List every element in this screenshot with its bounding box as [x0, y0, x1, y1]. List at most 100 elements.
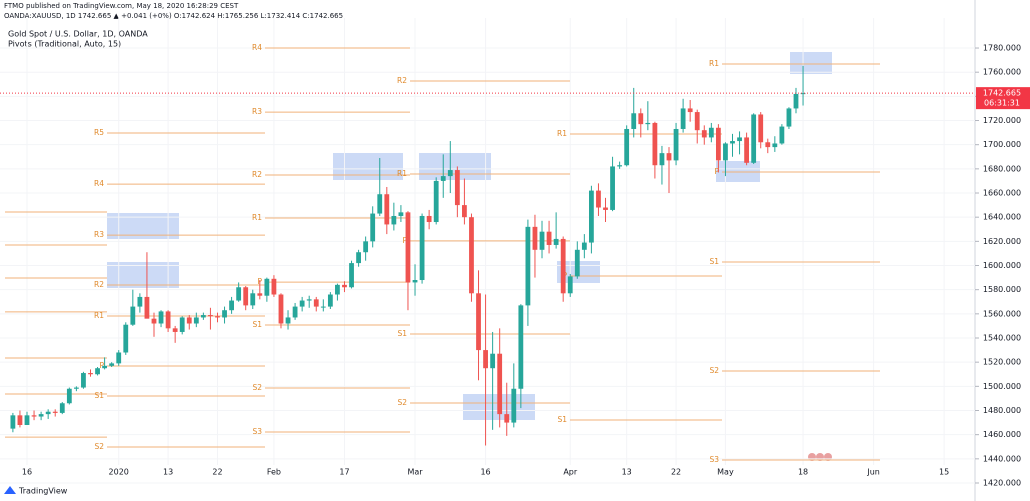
candle-body: [250, 293, 256, 306]
candle-body: [603, 207, 608, 210]
pivot-label: S2: [252, 383, 262, 392]
candle-body: [666, 153, 672, 161]
candle-body: [151, 318, 157, 324]
pivot-label: S1: [709, 257, 719, 266]
axes: 1420.000 1440.000 1460.000 1480.000 1500.000…: [22, 44, 1021, 488]
highlight-box: [333, 153, 403, 180]
pivot-label: S2: [397, 398, 407, 407]
candle-body: [546, 231, 552, 245]
y-tick-label: 1700.000: [983, 140, 1021, 149]
candle-body: [638, 113, 644, 125]
candle-body: [532, 226, 538, 250]
candle-body: [673, 128, 679, 161]
candle-body: [539, 231, 545, 250]
candle-body: [730, 141, 735, 144]
candle-body: [292, 306, 298, 318]
candle-body: [419, 215, 425, 281]
x-tick-label: May: [717, 468, 734, 477]
candle-body: [645, 122, 651, 125]
chart-subtitle: Pivots (Traditional, Auto, 15): [8, 40, 121, 49]
candle-body: [581, 242, 587, 250]
candle-body: [652, 122, 658, 166]
x-tick-label: Apr: [563, 468, 578, 477]
candle-body: [610, 166, 615, 210]
candle-body: [137, 296, 143, 307]
candle-body: [186, 317, 192, 324]
chart-title: Gold Spot / U.S. Dollar, 1D, OANDA: [8, 30, 148, 39]
pivot-label: S1: [94, 391, 104, 400]
symbol-line: OANDA:XAUUSD, 1D 1742.665 ▲ +0.041 (+0%)…: [4, 12, 343, 20]
candle-body: [278, 294, 284, 324]
candle-body: [320, 306, 326, 308]
pivot-label: P: [714, 167, 719, 176]
candle-body: [462, 205, 467, 218]
y-tick-label: 1720.000: [983, 116, 1021, 125]
candle-body: [123, 324, 129, 353]
x-tick-label: Feb: [267, 468, 281, 477]
candle-body: [589, 190, 594, 243]
candle-body: [525, 226, 531, 306]
brand: TradingView: [18, 487, 68, 496]
candle-body: [469, 217, 474, 294]
y-tick-label: 1600.000: [983, 261, 1021, 270]
candle-body: [73, 387, 79, 389]
candle-body: [52, 411, 58, 413]
candle-body: [88, 373, 93, 375]
x-tick-label: 15: [939, 468, 949, 477]
candle-body: [624, 128, 630, 166]
candle-body: [370, 213, 376, 242]
candle-body: [659, 153, 665, 166]
pivot-label: S3: [709, 455, 719, 464]
candle-body: [327, 294, 333, 307]
candle-body: [440, 176, 446, 181]
candle-body: [744, 137, 750, 163]
candle-body: [708, 127, 714, 138]
y-tick-label: 1440.000: [983, 454, 1021, 463]
candle-body: [553, 238, 559, 245]
candle-body: [596, 190, 601, 208]
candle-body: [116, 352, 122, 364]
candle-body: [257, 293, 263, 296]
candle-body: [391, 215, 397, 225]
candle-body: [476, 293, 481, 351]
y-tick-label: 1780.000: [983, 44, 1021, 53]
candle-body: [208, 315, 213, 317]
x-tick-label: 17: [339, 468, 349, 477]
candle-body: [793, 93, 799, 109]
candle-body: [59, 403, 65, 413]
candle-body: [215, 316, 220, 318]
candle-body: [412, 280, 418, 283]
candle-body: [179, 317, 185, 332]
candle-body: [701, 130, 707, 138]
x-tick-label: Mar: [407, 468, 423, 477]
pivots: R5 R4 R3 R2 R1 P S1 S2 R4 R3 R2 R1 P S1 S2 S3 R2 R1 P S1 S2 R…: [5, 43, 880, 464]
y-tick-label: 1640.000: [983, 213, 1021, 222]
candle-body: [715, 127, 721, 161]
candle-body: [786, 108, 792, 127]
pivot-label: R1: [252, 213, 262, 222]
x-tick-label: Jun: [866, 468, 880, 477]
candle-body: [772, 143, 778, 148]
pivot-label: R3: [94, 230, 104, 239]
candle-body: [342, 284, 347, 288]
candle-body: [95, 368, 100, 375]
countdown: 06:31:31: [984, 99, 1020, 108]
logo-icon: [4, 486, 16, 494]
pivot-label: S1: [397, 329, 407, 338]
pivot-label: R4: [94, 179, 104, 188]
candle-body: [617, 165, 623, 167]
candle-body: [377, 194, 383, 214]
x-tick-label: 13: [622, 468, 632, 477]
y-tick-label: 1500.000: [983, 382, 1021, 391]
candle-body: [45, 411, 51, 415]
candle-body: [285, 317, 291, 324]
candle-body: [38, 414, 44, 417]
candle-body: [31, 415, 37, 417]
candle-body: [363, 241, 369, 253]
candle-body: [243, 287, 249, 306]
y-tick-label: 1760.000: [983, 68, 1021, 77]
candle-body: [17, 415, 23, 425]
y-tick-label: 1480.000: [983, 406, 1021, 415]
y-tick-label: 1540.000: [983, 334, 1021, 343]
